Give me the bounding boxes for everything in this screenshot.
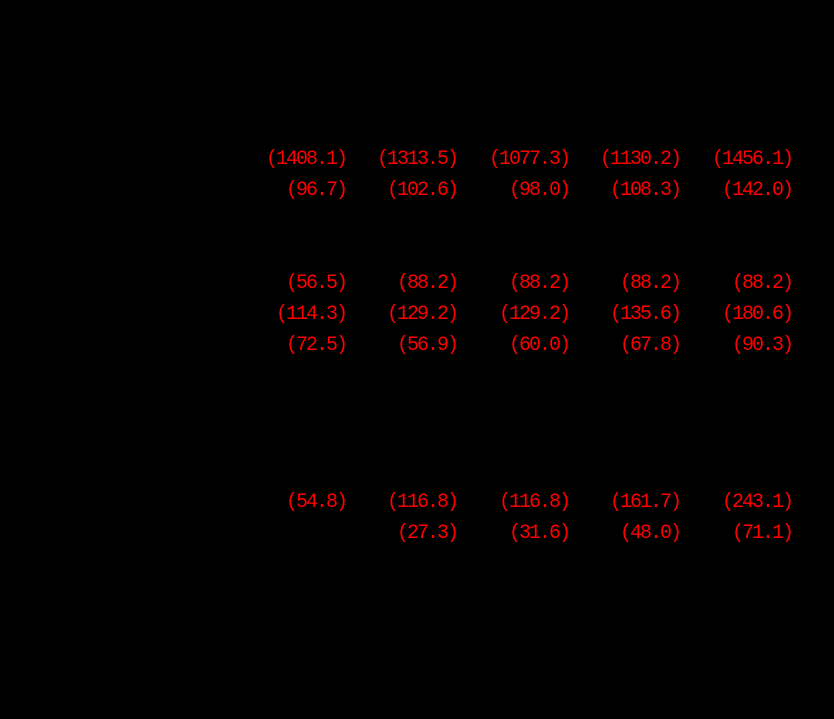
- negative-value-cell: (31.6): [508, 522, 571, 545]
- negative-value-cell: (88.2): [731, 272, 794, 295]
- negative-value-cell: (1313.5): [376, 148, 459, 171]
- negative-value-cell: (102.6): [386, 179, 459, 202]
- negative-value-cell: (96.7): [285, 179, 348, 202]
- negative-value-cell: (27.3): [396, 522, 459, 545]
- negative-value-cell: (243.1): [721, 491, 794, 514]
- negative-value-cell: (1408.1): [265, 148, 348, 171]
- negative-value-cell: (116.8): [498, 491, 571, 514]
- negative-value-cell: (108.3): [609, 179, 682, 202]
- negative-value-cell: (161.7): [609, 491, 682, 514]
- negative-value-cell: (54.8): [285, 491, 348, 514]
- negative-value-cell: (98.0): [508, 179, 571, 202]
- negative-value-cell: (71.1): [731, 522, 794, 545]
- negative-value-cell: (129.2): [498, 303, 571, 326]
- negative-value-cell: (88.2): [508, 272, 571, 295]
- negative-value-cell: (1077.3): [488, 148, 571, 171]
- negative-value-cell: (56.9): [396, 334, 459, 357]
- negative-value-cell: (88.2): [619, 272, 682, 295]
- negative-value-cell: (1130.2): [599, 148, 682, 171]
- negative-value-cell: (129.2): [386, 303, 459, 326]
- negative-value-cell: (135.6): [609, 303, 682, 326]
- negative-value-cell: (114.3): [275, 303, 348, 326]
- negative-value-cell: (90.3): [731, 334, 794, 357]
- negative-value-cell: (67.8): [619, 334, 682, 357]
- negative-value-cell: (56.5): [285, 272, 348, 295]
- negative-value-cell: (88.2): [396, 272, 459, 295]
- negative-value-cell: (48.0): [619, 522, 682, 545]
- negative-value-cell: (180.6): [721, 303, 794, 326]
- negative-value-cell: (142.0): [721, 179, 794, 202]
- negative-value-cell: (1456.1): [711, 148, 794, 171]
- negative-value-cell: (60.0): [508, 334, 571, 357]
- negative-value-cell: (116.8): [386, 491, 459, 514]
- negative-value-cell: (72.5): [285, 334, 348, 357]
